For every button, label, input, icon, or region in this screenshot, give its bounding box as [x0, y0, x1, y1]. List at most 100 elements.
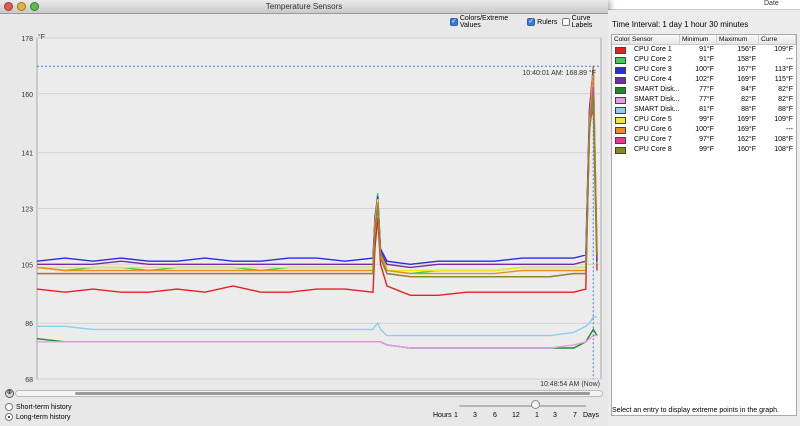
sensor-row[interactable]: SMART Disk... 77°F 82°F 82°F: [612, 95, 796, 105]
sensor-name-cell: SMART Disk...: [634, 106, 680, 113]
series-line-6: [37, 334, 597, 349]
zoom-window-icon[interactable]: [30, 2, 39, 11]
series-line-7: [37, 316, 597, 337]
color-cell: [612, 46, 630, 54]
sensor-name-cell: CPU Core 7: [634, 136, 672, 143]
time-interval-label: Time Interval: 1 day 1 hour 30 minutes: [612, 20, 749, 29]
color-swatch: [615, 76, 626, 84]
current-cell: 109°F: [774, 46, 793, 53]
temperature-sensors-window: Temperature Sensors ✓ Colors/Extreme Val…: [0, 0, 608, 426]
color-swatch: [615, 146, 626, 154]
sensor-row[interactable]: CPU Core 3 100°F 167°F 113°F: [612, 65, 796, 75]
minimum-cell: 81°F: [699, 106, 714, 113]
sensor-table[interactable]: Color Sensor Minimum Maximum Curre CPU C…: [611, 34, 797, 416]
scrollbar-thumb[interactable]: [74, 392, 591, 395]
minimize-window-icon[interactable]: [17, 2, 26, 11]
minimum-cell: 99°F: [699, 116, 714, 123]
slider-knob[interactable]: [531, 400, 540, 409]
maximum-cell: 169°F: [737, 126, 756, 133]
column-header-maximum[interactable]: Maximum: [717, 35, 759, 44]
color-swatch: [615, 106, 626, 114]
checkbox-colors-extreme-values[interactable]: ✓: [450, 18, 458, 26]
color-cell: [612, 146, 630, 154]
graph-scroll-row: ⊕: [0, 389, 607, 399]
radio-button-short[interactable]: [5, 403, 13, 411]
maximum-cell: 88°F: [741, 106, 756, 113]
color-cell: [612, 136, 630, 144]
sensor-row[interactable]: CPU Core 6 100°F 169°F ---: [612, 125, 796, 135]
color-swatch: [615, 96, 626, 104]
current-cell: 82°F: [778, 86, 793, 93]
color-swatch: [615, 126, 626, 134]
sensor-row[interactable]: CPU Core 7 97°F 162°F 108°F: [612, 135, 796, 145]
sensor-row[interactable]: CPU Core 8 99°F 160°F 108°F: [612, 145, 796, 155]
option-rulers[interactable]: ✓ Rulers: [527, 18, 557, 26]
background-window-header: [608, 0, 800, 10]
radio-label-short: Short-term history: [16, 403, 72, 411]
column-header-color[interactable]: Color: [614, 35, 630, 44]
zoom-icon[interactable]: ⊕: [5, 389, 14, 398]
close-window-icon[interactable]: [4, 2, 13, 11]
sensor-name-cell: CPU Core 4: [634, 76, 672, 83]
series-line-11: [37, 93, 598, 278]
color-swatch: [615, 66, 626, 74]
sensor-row[interactable]: SMART Disk... 77°F 84°F 82°F: [612, 85, 796, 95]
temperature-graph[interactable]: 178 160 141 123 105 86 68 °F 10:40:01 AM: 168.…: [0, 28, 607, 392]
current-cell: 108°F: [774, 146, 793, 153]
radio-button-long[interactable]: [5, 413, 13, 421]
maximum-cell: 82°F: [741, 96, 756, 103]
y-tick-label: 86: [25, 321, 33, 328]
minimum-cell: 100°F: [695, 126, 714, 133]
sensor-row[interactable]: CPU Core 1 91°F 156°F 109°F: [612, 45, 796, 55]
history-range-slider[interactable]: [459, 405, 586, 407]
column-header-minimum[interactable]: Minimum: [680, 35, 717, 44]
hint-text: Select an entry to display extreme point…: [612, 407, 779, 414]
column-header-current[interactable]: Curre: [759, 35, 796, 44]
maximum-cell: 169°F: [737, 76, 756, 83]
option-label: Rulers: [537, 18, 558, 26]
minimum-cell: 102°F: [695, 76, 714, 83]
slider-tick: 3: [473, 412, 477, 419]
horizontal-scrollbar[interactable]: [15, 390, 603, 397]
minimum-cell: 91°F: [699, 56, 714, 63]
minimum-cell: 77°F: [699, 96, 714, 103]
current-cell: 115°F: [774, 76, 793, 83]
radio-short-term-history[interactable]: Short-term history: [5, 403, 72, 411]
option-curve-labels[interactable]: Curve Labels: [562, 15, 608, 29]
radio-long-term-history[interactable]: Long-term history: [5, 413, 70, 421]
option-label: Curve Labels: [571, 15, 593, 29]
color-swatch: [615, 86, 626, 94]
current-cell: 88°F: [778, 106, 793, 113]
y-tick-label: 141: [21, 151, 33, 158]
maximum-cell: 160°F: [737, 146, 756, 153]
sensor-name-cell: CPU Core 6: [634, 126, 672, 133]
graph-options: ✓ Colors/Extreme Values ✓ Rulers Curve L…: [450, 15, 608, 29]
maximum-cell: 84°F: [741, 86, 756, 93]
sensor-row[interactable]: CPU Core 2 91°F 158°F ---: [612, 55, 796, 65]
sensor-row[interactable]: CPU Core 4 102°F 169°F 115°F: [612, 75, 796, 85]
option-colors-extreme-values[interactable]: ✓ Colors/Extreme Values: [450, 15, 522, 29]
y-tick-label: 105: [21, 262, 33, 269]
sensor-row[interactable]: SMART Disk... 81°F 88°F 88°F: [612, 105, 796, 115]
checkbox-curve-labels[interactable]: [562, 18, 570, 26]
maximum-cell: 158°F: [737, 56, 756, 63]
maximum-cell: 169°F: [737, 116, 756, 123]
sensor-row[interactable]: CPU Core 5 99°F 169°F 109°F: [612, 115, 796, 125]
sensor-name-cell: CPU Core 5: [634, 116, 672, 123]
title-bar[interactable]: Temperature Sensors: [0, 0, 608, 14]
sensor-panel: Time Interval: 1 day 1 hour 30 minutes C…: [608, 10, 800, 426]
sensor-name-cell: CPU Core 2: [634, 56, 672, 63]
current-cell: ---: [786, 56, 793, 63]
current-cell: 113°F: [774, 66, 793, 73]
sensor-name-cell: CPU Core 8: [634, 146, 672, 153]
color-swatch: [615, 56, 626, 64]
slider-days-label: Days: [583, 412, 599, 419]
current-cell: ---: [786, 126, 793, 133]
checkbox-rulers[interactable]: ✓: [527, 18, 536, 26]
current-cell: 109°F: [774, 116, 793, 123]
current-cell: 108°F: [774, 136, 793, 143]
minimum-cell: 99°F: [699, 146, 714, 153]
series-line-1: [36, 106, 598, 296]
column-header-sensor[interactable]: Sensor: [630, 35, 680, 44]
minimum-cell: 91°F: [699, 46, 714, 53]
